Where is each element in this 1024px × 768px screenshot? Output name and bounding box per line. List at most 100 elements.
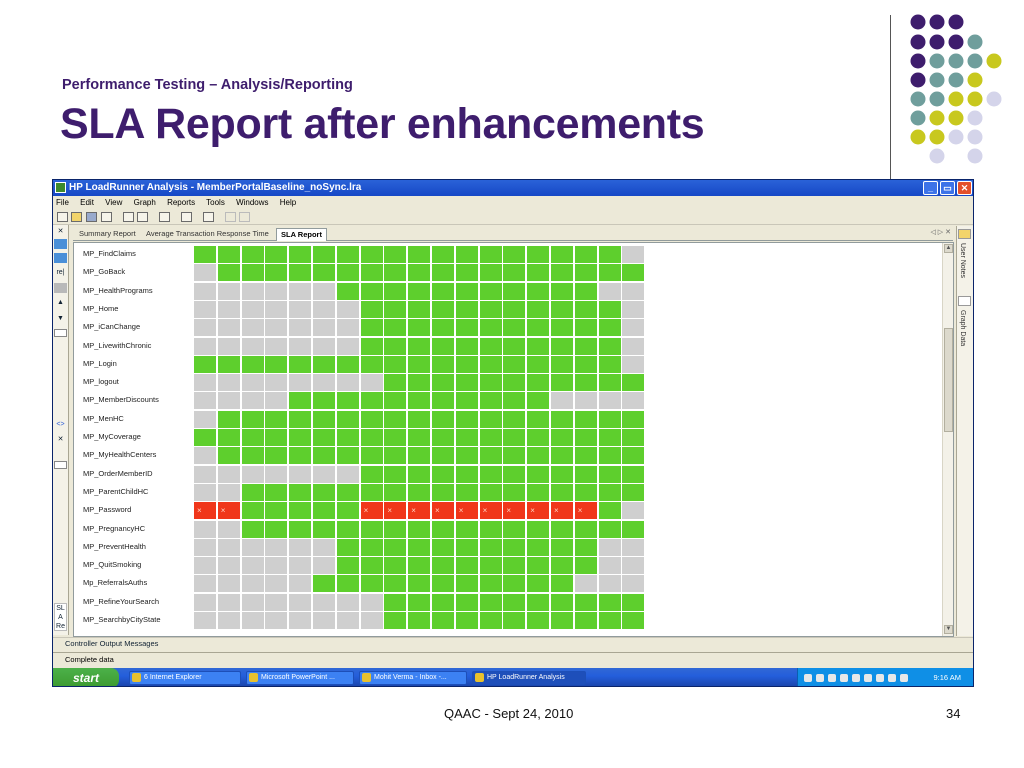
sla-cell-no-data	[313, 282, 336, 300]
sla-cell-pass	[408, 483, 432, 501]
sla-cell-pass	[384, 538, 408, 556]
cut-icon[interactable]	[203, 212, 214, 222]
tab-summary-report[interactable]: Summary Report	[79, 229, 136, 238]
menu-reports[interactable]: Reports	[167, 198, 196, 207]
print-icon[interactable]	[123, 212, 134, 222]
sla-cell-pass	[551, 465, 574, 483]
sla-cell-pass	[265, 429, 289, 446]
menu-edit[interactable]: Edit	[80, 198, 94, 207]
sla-cell-pass	[455, 483, 479, 501]
sla-cell-no-data	[194, 483, 217, 501]
sla-cell-pass	[265, 264, 289, 282]
sla-cell-pass	[598, 374, 622, 392]
tab-average-transaction-response-time[interactable]: Average Transaction Response Time	[146, 229, 269, 238]
graph-icon[interactable]	[86, 212, 97, 222]
sla-cell-pass	[598, 447, 622, 465]
sla-cell-pass	[574, 319, 598, 337]
menu-file[interactable]: File	[56, 198, 69, 207]
tray-icon[interactable]	[828, 674, 836, 682]
sla-cell-pass	[527, 355, 551, 373]
tray-icon[interactable]	[900, 674, 908, 682]
clock[interactable]: 9:16 AM	[933, 673, 961, 682]
tab-navigation[interactable]: ◁ ▷ ✕	[930, 229, 951, 236]
taskbar-outlook[interactable]: Mohit Verma - Inbox -...	[359, 671, 467, 685]
tray-icon[interactable]	[840, 674, 848, 682]
vertical-scrollbar[interactable]: ▲ ▼	[942, 243, 953, 636]
scroll-thumb[interactable]	[944, 328, 953, 432]
sla-cell-pass	[265, 246, 289, 263]
save-icon[interactable]	[101, 212, 112, 222]
sla-cell-pass	[455, 557, 479, 575]
sla-cell-no-data	[194, 593, 217, 611]
sla-cell-no-data	[194, 410, 217, 428]
tray-icon[interactable]	[864, 674, 872, 682]
undo-icon[interactable]	[225, 212, 236, 222]
tray-icon[interactable]	[888, 674, 896, 682]
report-icon[interactable]	[54, 283, 67, 293]
maximize-button[interactable]: ▭	[940, 181, 955, 195]
tray-icon[interactable]	[816, 674, 824, 682]
taskbar-loadrunner[interactable]: HP LoadRunner Analysis	[472, 671, 586, 685]
open-folder-icon[interactable]	[71, 212, 82, 222]
menu-windows[interactable]: Windows	[236, 198, 269, 207]
sla-cell-pass	[360, 410, 384, 428]
sla-cell-pass	[217, 447, 241, 465]
taskbar-internet-explorer[interactable]: 6 Internet Explorer	[129, 671, 241, 685]
menu-tools[interactable]: Tools	[206, 198, 225, 207]
sla-cell-no-data	[217, 465, 241, 483]
sla-cell-no-data	[265, 300, 289, 318]
sla-cell-no-data	[622, 557, 646, 575]
menu-graph[interactable]: Graph	[133, 198, 156, 207]
sla-cell-no-data	[265, 538, 289, 556]
close-button[interactable]: ✕	[957, 181, 972, 195]
sla-cell-pass	[574, 538, 598, 556]
up-arrow-icon[interactable]: ▲	[57, 299, 64, 306]
sla-cell-pass	[503, 410, 527, 428]
tray-icon[interactable]	[876, 674, 884, 682]
sla-cell-pass	[313, 429, 336, 446]
sla-cell-pass	[574, 520, 598, 538]
close-pane-icon[interactable]: ✕	[57, 228, 64, 235]
nav-arrows-icon[interactable]: <>	[56, 421, 65, 428]
filter-icon[interactable]	[159, 212, 170, 222]
sla-cell-pass	[194, 246, 217, 263]
controller-output-messages-tab[interactable]: Controller Output Messages	[53, 637, 973, 649]
bar-graph-icon[interactable]	[54, 239, 67, 249]
menu-view[interactable]: View	[105, 198, 123, 207]
user-notes-icon[interactable]	[958, 229, 971, 239]
new-icon[interactable]	[57, 212, 68, 222]
collapse-icon[interactable]	[54, 329, 67, 337]
graph-data-icon[interactable]	[958, 296, 971, 306]
decorative-dot	[929, 53, 945, 69]
sla-cell-pass	[527, 483, 551, 501]
scroll-down-icon[interactable]: ▼	[944, 625, 953, 634]
transaction-name: MP_MyCoverage	[83, 432, 141, 441]
user-notes-tab[interactable]: User Notes	[959, 243, 966, 279]
sla-cell-pass	[455, 300, 479, 318]
tray-icon[interactable]	[804, 674, 812, 682]
close-pane-icon-2[interactable]: ✕	[57, 436, 64, 443]
tray-icon[interactable]	[852, 674, 860, 682]
taskbar-label: Mohit Verma - Inbox -...	[374, 674, 447, 681]
sla-cell-no-data	[265, 337, 289, 355]
graph-data-tab[interactable]: Graph Data	[959, 310, 966, 347]
sla-cell-pass	[384, 246, 408, 263]
redo-icon[interactable]	[239, 212, 250, 222]
sla-cell-pass	[574, 483, 598, 501]
down-arrow-icon[interactable]: ▼	[57, 315, 64, 322]
sla-cell-pass	[432, 447, 455, 465]
sla-cell-pass	[503, 319, 527, 337]
menu-help[interactable]: Help	[279, 198, 297, 207]
tab-sla-report[interactable]: SLA Report	[276, 228, 327, 241]
taskbar-powerpoint[interactable]: Microsoft PowerPoint ...	[246, 671, 354, 685]
minimize-button[interactable]: _	[923, 181, 938, 195]
sla-cell-pass	[503, 465, 527, 483]
decorative-dot	[948, 110, 964, 126]
sla-cell-pass	[598, 355, 622, 373]
bar-graph-icon-2[interactable]	[54, 253, 67, 263]
preview-icon[interactable]	[137, 212, 148, 222]
scroll-up-icon[interactable]: ▲	[944, 244, 953, 253]
granularity-icon[interactable]	[181, 212, 192, 222]
expand-icon[interactable]	[54, 461, 67, 469]
start-button[interactable]: start	[53, 668, 119, 686]
